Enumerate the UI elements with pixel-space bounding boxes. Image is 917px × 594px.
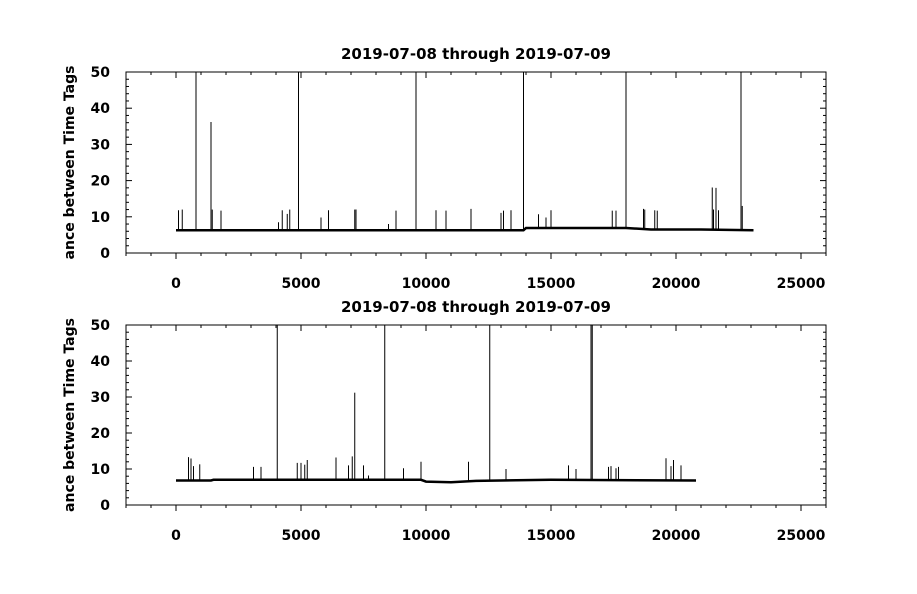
x-tick-label: 25000 (777, 528, 826, 544)
series-baseline (176, 478, 697, 484)
y-tick-label: 30 (91, 390, 111, 406)
x-tick-label: 10000 (402, 276, 451, 292)
chart-title: 2019-07-08 through 2019-07-09 (341, 298, 611, 316)
x-tick-label: 0 (171, 276, 181, 292)
x-tick-label: 0 (171, 528, 181, 544)
y-tick-label: 40 (91, 354, 111, 370)
y-tick-label: 0 (100, 498, 110, 514)
plot-frame (125, 324, 827, 506)
y-tick-label: 40 (91, 101, 111, 117)
y-tick-label: 0 (100, 246, 110, 262)
x-tick-label: 20000 (652, 276, 701, 292)
chart-panel-top: 2019-07-08 through 2019-07-09 ance betwee… (62, 45, 827, 292)
y-axis-label: ance between Time Tags (62, 66, 78, 260)
x-tick-label: 15000 (527, 276, 576, 292)
plot-frame (125, 71, 827, 254)
y-axis-label: ance between Time Tags (62, 318, 78, 512)
y-tick-label: 50 (91, 65, 111, 81)
series-baseline (176, 226, 754, 232)
y-tick-label: 10 (91, 210, 111, 226)
chart-panel-bottom: 2019-07-08 through 2019-07-09 ance betwee… (62, 298, 827, 544)
y-tick-label: 10 (91, 462, 111, 478)
x-tick-label: 25000 (777, 276, 826, 292)
x-tick-label: 15000 (527, 528, 576, 544)
x-tick-label: 10000 (402, 528, 451, 544)
x-tick-label: 5000 (282, 528, 321, 544)
y-tick-label: 20 (91, 174, 111, 190)
chart-title: 2019-07-08 through 2019-07-09 (341, 45, 611, 63)
x-tick-label: 20000 (652, 528, 701, 544)
y-tick-label: 20 (91, 426, 111, 442)
x-tick-label: 5000 (282, 276, 321, 292)
y-tick-label: 30 (91, 137, 111, 153)
y-tick-label: 50 (91, 318, 111, 334)
